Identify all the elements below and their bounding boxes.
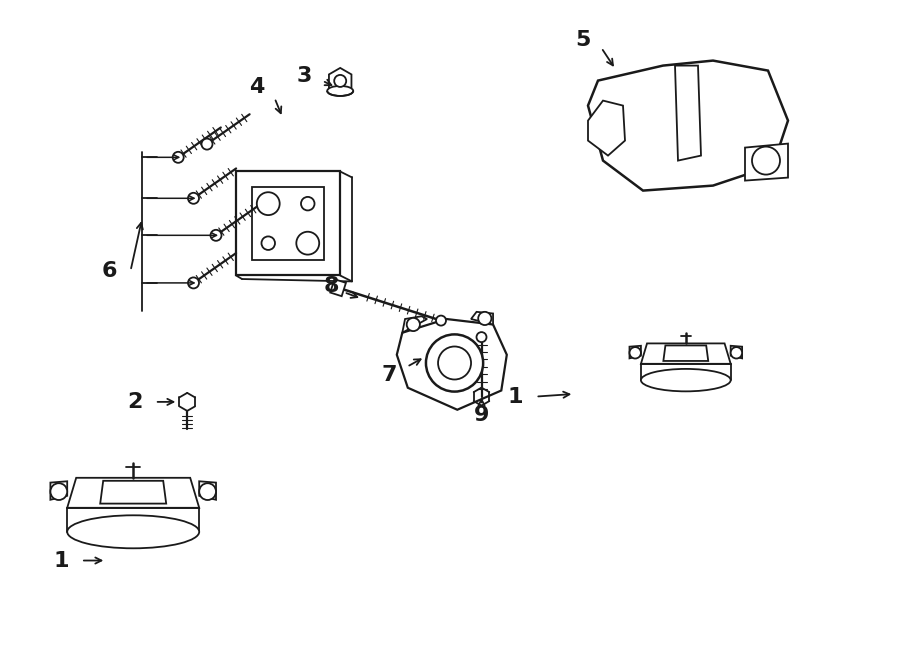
- Circle shape: [173, 152, 184, 163]
- Polygon shape: [330, 279, 346, 296]
- Polygon shape: [641, 344, 731, 364]
- Circle shape: [188, 278, 199, 288]
- Text: 9: 9: [473, 405, 490, 425]
- Polygon shape: [397, 319, 507, 410]
- Circle shape: [202, 139, 212, 149]
- Polygon shape: [471, 312, 493, 325]
- Circle shape: [426, 334, 483, 391]
- Text: 4: 4: [248, 77, 265, 97]
- Polygon shape: [402, 316, 428, 332]
- Polygon shape: [328, 68, 352, 94]
- Polygon shape: [588, 100, 625, 155]
- Circle shape: [211, 230, 221, 241]
- Circle shape: [296, 232, 320, 254]
- Text: 5: 5: [575, 30, 591, 50]
- Text: 1: 1: [507, 387, 523, 407]
- Circle shape: [188, 193, 199, 204]
- Polygon shape: [663, 346, 708, 361]
- Text: 8: 8: [323, 276, 339, 295]
- Ellipse shape: [328, 86, 353, 96]
- Polygon shape: [236, 171, 340, 276]
- Circle shape: [436, 315, 446, 326]
- Circle shape: [301, 197, 314, 210]
- Polygon shape: [731, 346, 742, 358]
- Polygon shape: [50, 481, 68, 500]
- Circle shape: [476, 332, 487, 342]
- Circle shape: [407, 318, 420, 331]
- Polygon shape: [100, 481, 166, 504]
- Circle shape: [752, 147, 780, 175]
- Polygon shape: [252, 187, 324, 260]
- Circle shape: [438, 346, 471, 379]
- Circle shape: [256, 192, 280, 215]
- Text: 2: 2: [127, 392, 143, 412]
- Circle shape: [50, 483, 68, 500]
- Text: 6: 6: [102, 261, 118, 281]
- Text: 1: 1: [53, 551, 69, 570]
- Circle shape: [199, 483, 216, 500]
- Polygon shape: [199, 481, 216, 500]
- Circle shape: [731, 347, 742, 358]
- Polygon shape: [745, 143, 788, 180]
- Polygon shape: [629, 346, 641, 358]
- Ellipse shape: [68, 516, 199, 549]
- Circle shape: [478, 312, 491, 325]
- Ellipse shape: [641, 369, 731, 391]
- Circle shape: [629, 347, 641, 358]
- Polygon shape: [675, 65, 701, 161]
- Polygon shape: [588, 61, 788, 190]
- Circle shape: [334, 75, 346, 87]
- Text: 7: 7: [381, 366, 397, 385]
- Text: 3: 3: [296, 66, 312, 86]
- Polygon shape: [68, 478, 199, 508]
- Circle shape: [262, 237, 275, 250]
